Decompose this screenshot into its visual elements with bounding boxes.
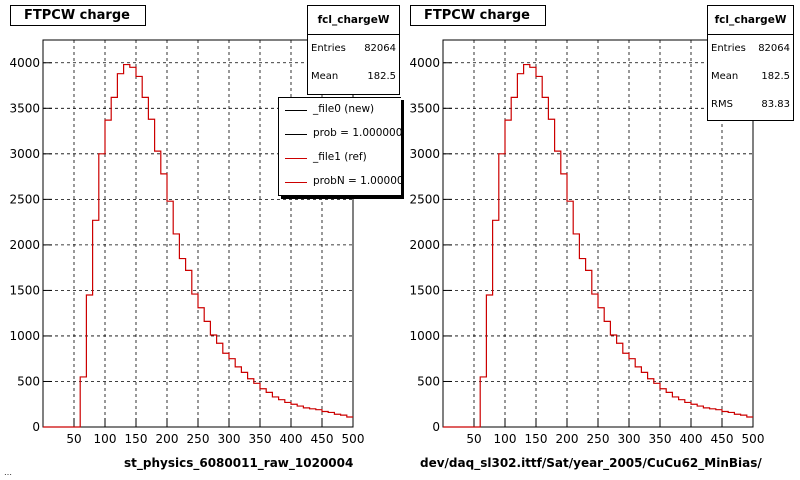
stats-key: Entries [311, 43, 346, 54]
right-chart-title: FTPCW charge [410, 5, 546, 26]
right-chart-svg: 50 100 150 200 250 300 350 400 450 500 0 500 1000 150… [409, 39, 765, 446]
legend-item-ref: _file1 (ref) [279, 146, 401, 170]
legend-label: _file0 (new) [313, 103, 375, 115]
x-tick-label: 300 [218, 432, 241, 446]
x-tick-label: 100 [494, 432, 517, 446]
right-stats-box: fcl_chargeW Entries 82064 Mean 182.5 RMS… [707, 5, 794, 121]
legend-item-new: _file0 (new) [279, 98, 401, 122]
stats-value: 182.5 [367, 71, 396, 82]
stats-key: RMS [711, 99, 733, 110]
right-panel: 50 100 150 200 250 300 350 400 450 500 0 500 1000 150… [400, 0, 800, 480]
legend-swatch [285, 110, 307, 111]
y-tick-label: 4000 [409, 56, 440, 70]
x-tick-label: 200 [556, 432, 579, 446]
y-tick-label: 0 [32, 420, 40, 434]
x-tick-label: 400 [680, 432, 703, 446]
x-tick-label: 350 [249, 432, 272, 446]
y-tick-label: 2000 [9, 238, 40, 252]
left-stats-row-entries: Entries 82064 [308, 35, 399, 63]
right-stats-row-entries: Entries 82064 [708, 35, 793, 63]
y-tick-label: 1500 [9, 283, 40, 297]
y-tick-label: 1000 [409, 329, 440, 343]
right-plot-area: 50 100 150 200 250 300 350 400 450 500 0 500 1000 150… [409, 39, 765, 446]
y-tick-label: 500 [417, 374, 440, 388]
stats-value: 82064 [364, 43, 396, 54]
stats-key: Entries [711, 43, 746, 54]
footer-text: … [4, 468, 12, 477]
y-tick-label: 2000 [409, 238, 440, 252]
stats-value: 182.5 [761, 71, 790, 82]
legend-label: _file1 (ref) [313, 151, 367, 163]
legend-label: probN = 1.000000 [313, 175, 401, 187]
x-tick-label: 400 [280, 432, 303, 446]
legend-item-prob: prob = 1.000000 [279, 122, 401, 146]
x-tick-label: 250 [187, 432, 210, 446]
right-stats-name: fcl_chargeW [708, 6, 793, 35]
x-tick-label: 450 [311, 432, 334, 446]
left-stats-box: fcl_chargeW Entries 82064 Mean 182.5 [307, 5, 400, 95]
y-tick-label: 2500 [409, 192, 440, 206]
y-tick-label: 3500 [409, 101, 440, 115]
stats-key: Mean [311, 71, 339, 82]
x-tick-label: 50 [66, 432, 81, 446]
x-tick-label: 50 [466, 432, 481, 446]
x-tick-label: 300 [618, 432, 641, 446]
left-legend: _file0 (new) prob = 1.000000 _file1 (ref… [278, 97, 401, 196]
right-x-axis-title: dev/daq_sl302.ittf/Sat/year_2005/CuCu62_… [420, 456, 762, 470]
x-tick-label: 500 [742, 432, 765, 446]
y-tick-label: 3500 [9, 101, 40, 115]
legend-item-probn: probN = 1.000000 [279, 170, 401, 194]
x-tick-label: 250 [587, 432, 610, 446]
y-tick-label: 4000 [9, 56, 40, 70]
y-tick-label: 500 [17, 374, 40, 388]
left-chart-title: FTPCW charge [10, 5, 146, 26]
stats-value: 83.83 [761, 99, 790, 110]
x-tick-label: 100 [94, 432, 117, 446]
legend-label: prob = 1.000000 [313, 127, 401, 139]
y-tick-label: 3000 [409, 147, 440, 161]
y-tick-label: 1500 [409, 283, 440, 297]
stats-key: Mean [711, 71, 739, 82]
y-tick-label: 3000 [9, 147, 40, 161]
histogram-ref-line [43, 63, 353, 428]
right-stats-row-mean: Mean 182.5 [708, 63, 793, 91]
y-tick-label: 0 [432, 420, 440, 434]
x-tick-label: 500 [342, 432, 365, 446]
left-panel: 50 100 150 200 250 300 350 400 450 500 0 500 1000 150… [9, 5, 401, 470]
y-tick-label: 2500 [9, 192, 40, 206]
stats-value: 82064 [758, 43, 790, 54]
histogram-ref-line [443, 63, 753, 428]
left-stats-name: fcl_chargeW [308, 6, 399, 35]
x-tick-label: 150 [525, 432, 548, 446]
x-tick-label: 450 [711, 432, 734, 446]
x-tick-label: 350 [649, 432, 672, 446]
right-stats-row-rms: RMS 83.83 [708, 91, 793, 119]
legend-swatch [285, 182, 307, 183]
left-stats-row-mean: Mean 182.5 [308, 63, 399, 91]
legend-swatch [285, 158, 307, 159]
x-tick-label: 200 [156, 432, 179, 446]
y-tick-label: 1000 [9, 329, 40, 343]
x-tick-label: 150 [125, 432, 148, 446]
left-x-axis-title: st_physics_6080011_raw_1020004 [124, 456, 354, 470]
legend-swatch [285, 134, 307, 135]
